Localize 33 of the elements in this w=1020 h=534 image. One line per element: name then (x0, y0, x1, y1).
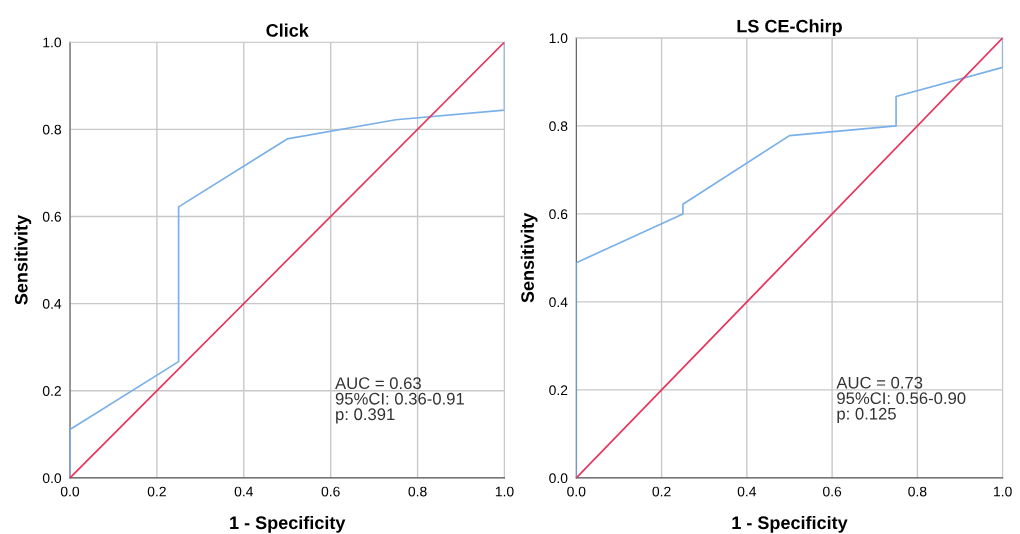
y-axis-title: Sensitivity (520, 212, 538, 303)
x-tick-label: 0.6 (823, 486, 842, 497)
y-tick-label: 0.2 (42, 386, 61, 396)
x-tick-label: 0.0 (567, 486, 586, 497)
x-tick-label: 1.0 (495, 486, 514, 497)
line-series (69, 42, 505, 478)
y-tick-label: 0.4 (549, 297, 568, 308)
annotation: AUC = 0.73 95%CI: 0.56-0.90 p: 0.125 (836, 376, 966, 423)
x-tick-label: 0.2 (147, 486, 166, 497)
chart-title: LS CE-Chirp (737, 19, 842, 37)
y-tick-label: 0.6 (549, 209, 568, 220)
chart-title: Click (266, 23, 309, 37)
x-tick-label: 0.2 (652, 486, 671, 497)
x-tick-label: 0.8 (408, 486, 427, 497)
x-axis-title: 1 - Specificity (732, 515, 848, 533)
y-tick-label: 0.0 (549, 473, 568, 484)
y-tick-label: 0.8 (42, 124, 62, 135)
annotation: AUC = 0.63 95%CI: 0.36-0.91 p: 0.391 (335, 377, 464, 424)
y-axis-title: Sensitivity (14, 214, 32, 305)
x-tick-label: 1.0 (994, 486, 1012, 497)
y-tick-label: 0.6 (42, 211, 62, 222)
y-tick-label: 1.0 (549, 33, 568, 44)
y-tick-label: 1.0 (43, 37, 62, 48)
x-tick-label: 0.0 (60, 486, 80, 497)
x-tick-label: 0.4 (737, 486, 757, 497)
x-axis-title: 1 - Specificity (230, 515, 346, 533)
y-tick-label: 0.4 (42, 298, 62, 309)
x-tick-label: 0.6 (321, 486, 340, 497)
y-tick-label: 0.2 (549, 385, 568, 396)
y-tick-label: 0.8 (549, 121, 568, 132)
y-tick-label: 0.0 (42, 473, 62, 484)
x-tick-label: 0.4 (234, 486, 254, 497)
x-tick-label: 0.8 (908, 486, 927, 497)
